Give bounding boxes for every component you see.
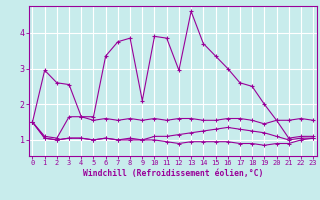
X-axis label: Windchill (Refroidissement éolien,°C): Windchill (Refroidissement éolien,°C) [83,169,263,178]
